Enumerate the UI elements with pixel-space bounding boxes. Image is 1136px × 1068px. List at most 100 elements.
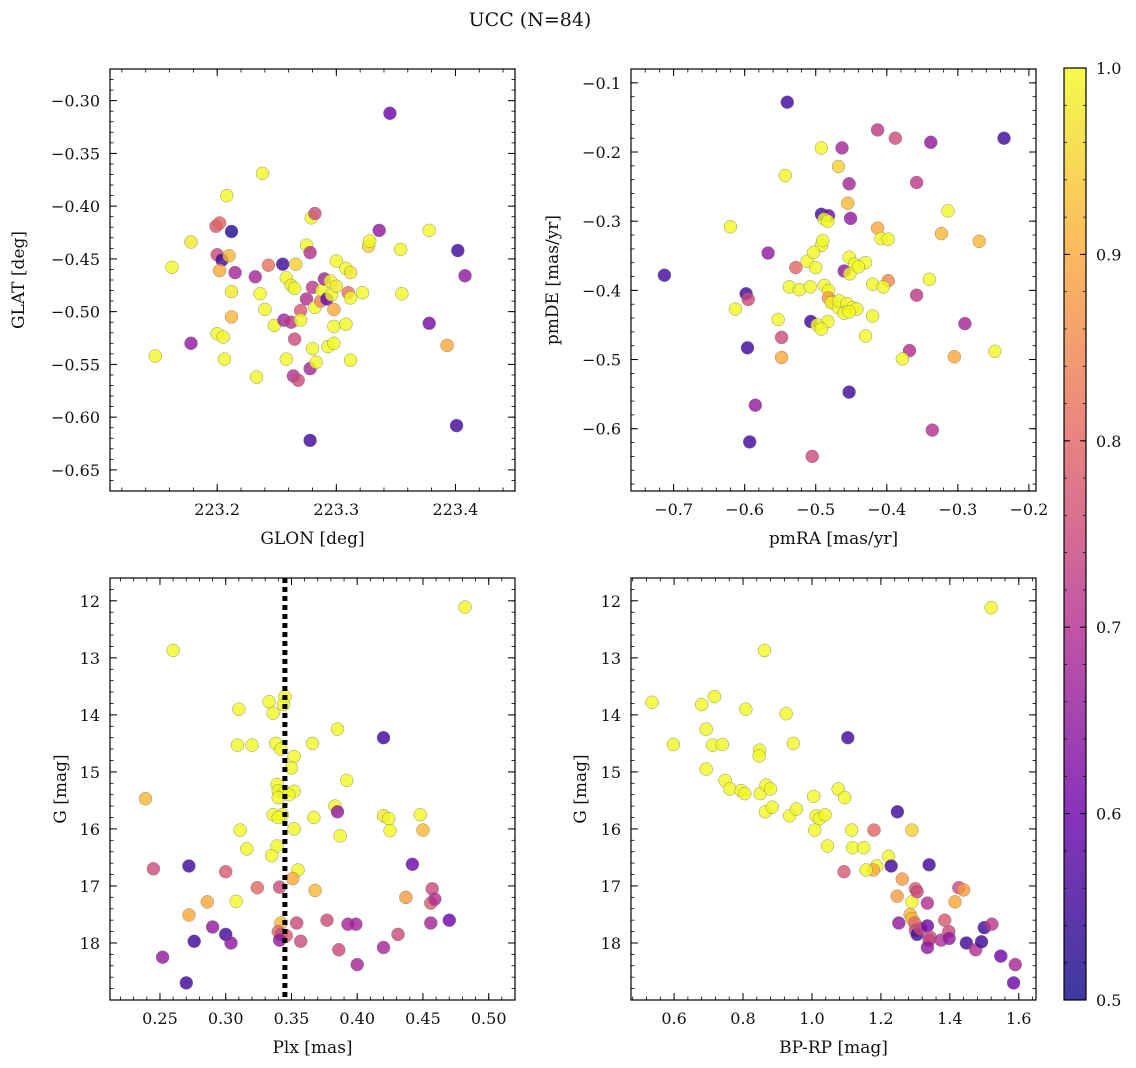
scatter-point (349, 917, 363, 931)
x-ticks: 0.25 0.30 0.35 0.40 0.45 0.50 (120, 578, 516, 1028)
y-axis-label: GLAT [deg] (9, 231, 29, 329)
scatter-point (821, 214, 835, 228)
scatter-point (741, 292, 755, 307)
x-tick-label: 0.35 (274, 1009, 310, 1028)
scatter-point (233, 823, 247, 837)
scatter-point (780, 95, 794, 109)
scatter-point (340, 773, 354, 788)
scatter-point (222, 248, 236, 263)
y-tick-label: −0.5 (582, 351, 621, 370)
scatter-point (182, 908, 196, 922)
scatter-point (895, 872, 909, 886)
colorbar-ticks: 0.5 0.6 0.7 0.8 0.9 1.0 (1064, 59, 1121, 1010)
scatter-point (363, 234, 377, 248)
scatter-point (182, 859, 196, 873)
colorbar-tick-label: 0.8 (1096, 432, 1121, 451)
scatter-point (155, 950, 170, 964)
scatter-point (330, 805, 345, 819)
scatter-point (763, 782, 778, 796)
scatter-point (327, 302, 341, 317)
colorbar-tick-label: 0.5 (1096, 991, 1121, 1010)
scatter-point (230, 738, 245, 752)
y-tick-label: −0.1 (582, 74, 621, 93)
scatter-point (355, 286, 370, 300)
y-tick-label: −0.45 (51, 250, 100, 269)
scatter-point (266, 706, 280, 720)
scatter-point (765, 800, 779, 814)
scatter-point (200, 895, 215, 909)
scatter-point (909, 288, 924, 302)
scatter-point (286, 871, 300, 886)
scatter-points (645, 601, 1022, 990)
scatter-point (851, 260, 866, 274)
scatter-point (289, 257, 303, 271)
scatter-point (376, 940, 391, 955)
scatter-point (922, 858, 936, 872)
scatter-point (876, 280, 890, 294)
x-axis-label: Plx [mas] (272, 1038, 352, 1058)
scatter-point (994, 949, 1008, 963)
scatter-point (947, 350, 961, 364)
x-tick-label: −0.4 (867, 500, 906, 519)
colorbar: 0.5 0.6 0.7 0.8 0.9 1.0 (1063, 59, 1121, 1010)
scatter-point (253, 287, 267, 301)
scatter-point (146, 862, 161, 876)
scatter-point (422, 223, 436, 238)
scatter-point (842, 305, 856, 319)
scatter-point (738, 786, 752, 801)
panel-plx-g: 0.25 0.30 0.35 0.40 0.45 0.50 12131415161718 … (51, 577, 516, 1058)
x-tick-label: 223.3 (313, 500, 359, 519)
scatter-point (212, 263, 227, 278)
scatter-point (255, 166, 270, 181)
scatter-point (890, 889, 904, 903)
scatter-point (997, 131, 1011, 145)
scatter-point (789, 260, 803, 275)
scatter-point (938, 913, 952, 927)
y-tick-label: −0.6 (582, 420, 621, 439)
y-tick-label: 18 (80, 934, 100, 953)
x-tick-label: 0.45 (405, 1009, 441, 1028)
scatter-point (820, 839, 835, 853)
x-tick-label: 0.8 (730, 1009, 755, 1028)
scatter-point (372, 223, 386, 238)
scatter-point (807, 789, 821, 804)
scatter-point (920, 919, 935, 933)
scatter-point (422, 316, 436, 330)
scatter-point (382, 812, 396, 826)
scatter-point (229, 894, 243, 908)
scatter-point (1008, 957, 1022, 972)
scatter-point (699, 722, 713, 736)
x-tick-label: 223.2 (194, 500, 240, 519)
y-tick-label: −0.2 (582, 143, 621, 162)
scatter-point (818, 808, 832, 822)
scatter-point (645, 695, 659, 709)
scatter-point (695, 697, 709, 712)
scatter-point (867, 823, 881, 837)
scatter-point (892, 916, 906, 930)
scatter-point (303, 245, 317, 260)
y-ticks: −0.30 −0.35 −0.40 −0.45 −0.50 −0.55 −0.60 −0.65 (51, 68, 515, 492)
axes-frame (109, 577, 516, 1001)
scatter-point (333, 829, 347, 843)
y-tick-label: 18 (601, 934, 621, 953)
scatter-point (771, 312, 785, 327)
scatter-point (985, 917, 999, 931)
x-axis-label: BP-RP [mag] (779, 1038, 888, 1058)
scatter-point (442, 913, 456, 927)
scatter-point (715, 737, 729, 752)
x-tick-label: 0.50 (471, 1009, 507, 1028)
scatter-point (857, 841, 871, 855)
scatter-point (984, 601, 998, 615)
scatter-point (405, 857, 420, 871)
scatter-point (865, 309, 880, 323)
panel-pmra-pmde: −0.7 −0.6 −0.5 −0.4 −0.3 −0.2 −0.1−0.2−0.3−0.… (543, 68, 1048, 549)
scatter-point (757, 643, 772, 658)
scatter-point (743, 435, 757, 449)
y-tick-label: 17 (80, 877, 100, 896)
scatter-point (376, 731, 391, 745)
scatter-point (258, 302, 272, 317)
scatter-point (920, 940, 935, 955)
scatter-point (212, 216, 227, 230)
scatter-point (165, 260, 179, 274)
